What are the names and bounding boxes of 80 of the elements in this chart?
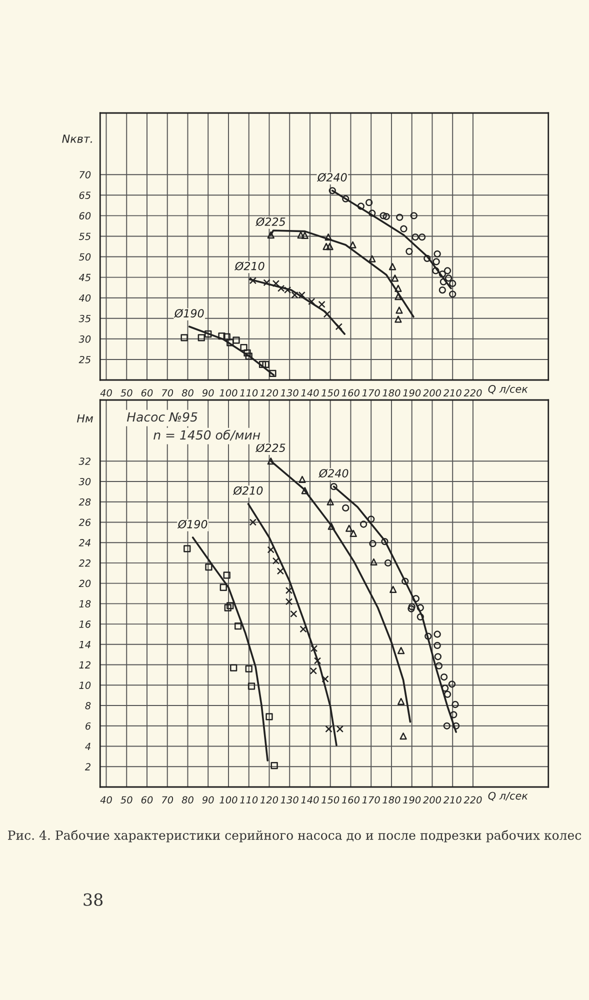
x-tick-label: 50: [120, 796, 132, 804]
y-tick-label: 26: [78, 518, 91, 526]
y-tick-label: 40: [78, 294, 91, 302]
y-tick-label: 6: [86, 722, 91, 730]
x-tick-label: 200: [422, 389, 442, 397]
x-tick-label: 150: [322, 796, 340, 804]
x-tick-label: 180: [382, 796, 400, 804]
x-tick-label: 80: [182, 796, 194, 804]
y-tick-label: 16: [79, 620, 91, 628]
x-tick-label: 40: [100, 796, 112, 804]
x-tick-label: 120: [260, 389, 278, 397]
y-tick-label: 65: [79, 192, 91, 199]
x-tick-label: 80: [182, 389, 194, 397]
x-tick-label: 90: [202, 796, 214, 804]
x-tick-label: 120: [260, 796, 278, 804]
y-tick-label: 35: [78, 314, 91, 322]
y-tick-label: 10: [79, 682, 91, 689]
x-tick-label: 100: [220, 796, 238, 804]
y-tick-label: 12: [79, 661, 90, 668]
text: Рис. 4. Рабочие характеристики серийного насоса до и после подрезки рабочих колес: [8, 830, 582, 842]
y-tick-label: 14: [79, 641, 90, 648]
y-tick-label: 4: [85, 742, 90, 750]
x-tick-label: 220: [464, 796, 482, 804]
series-label: Ø210: [234, 262, 264, 270]
x-tick-label: 100: [220, 389, 238, 397]
y-tick-label: 2: [84, 763, 90, 770]
y-axis-title: Hм: [76, 414, 93, 422]
x-tick-label: 90: [202, 389, 214, 397]
annotation: n = 1450 об/мин: [154, 430, 260, 441]
y-tick-label: 70: [80, 171, 91, 178]
y-tick-label: 55: [78, 232, 91, 240]
series-label: Ø190: [174, 308, 204, 318]
y-tick-label: 25: [78, 356, 91, 364]
x-tick-label: 180: [382, 389, 400, 397]
y-tick-label: 8: [85, 702, 91, 710]
x-tick-label: 140: [301, 389, 319, 397]
x-tick-label: 170: [362, 389, 380, 397]
series-label: Ø240: [318, 468, 348, 478]
annotation: Насос №95: [126, 412, 198, 422]
x-axis-title: Q л/сек: [488, 384, 528, 394]
x-tick-label: 210: [443, 796, 462, 804]
y-tick-label: 28: [78, 498, 91, 506]
x-axis-title: Q л/сек: [488, 792, 528, 801]
y-tick-label: 60: [79, 212, 91, 220]
x-tick-label: 150: [322, 389, 340, 397]
y-tick-label: 50: [78, 253, 91, 261]
y-tick-label: 24: [78, 539, 90, 546]
y-tick-label: 18: [79, 600, 91, 608]
x-tick-label: 170: [362, 796, 380, 804]
y-tick-label: 22: [78, 559, 90, 567]
x-tick-label: 130: [280, 796, 298, 804]
x-tick-label: 60: [141, 389, 153, 397]
x-tick-label: 200: [422, 796, 442, 804]
x-tick-label: 160: [342, 796, 360, 804]
x-tick-label: 190: [403, 796, 421, 804]
x-tick-label: 70: [162, 389, 174, 397]
x-tick-label: 110: [240, 796, 258, 804]
y-axis-title: Nквт.: [62, 134, 92, 143]
series-label: Ø225: [256, 217, 286, 226]
x-tick-label: 190: [403, 389, 421, 397]
x-tick-label: 220: [464, 389, 482, 397]
series-label: Ø190: [177, 520, 208, 529]
x-tick-label: 210: [443, 389, 462, 397]
x-tick-label: 130: [280, 389, 298, 397]
y-tick-label: 45: [78, 274, 91, 282]
text: 38: [84, 893, 103, 906]
x-tick-label: 40: [100, 389, 112, 397]
x-tick-label: 110: [240, 389, 258, 397]
x-tick-label: 70: [162, 796, 174, 804]
series-label: Ø225: [256, 443, 286, 452]
x-tick-label: 60: [141, 796, 153, 804]
series-label: Ø240: [317, 172, 347, 182]
y-tick-label: 30: [78, 335, 91, 343]
x-tick-label: 50: [120, 389, 132, 397]
y-tick-label: 30: [78, 478, 91, 486]
x-tick-label: 160: [342, 389, 360, 397]
x-tick-label: 140: [301, 796, 319, 804]
y-tick-label: 32: [78, 458, 90, 465]
y-tick-label: 20: [78, 580, 91, 588]
series-label: Ø210: [232, 486, 263, 495]
